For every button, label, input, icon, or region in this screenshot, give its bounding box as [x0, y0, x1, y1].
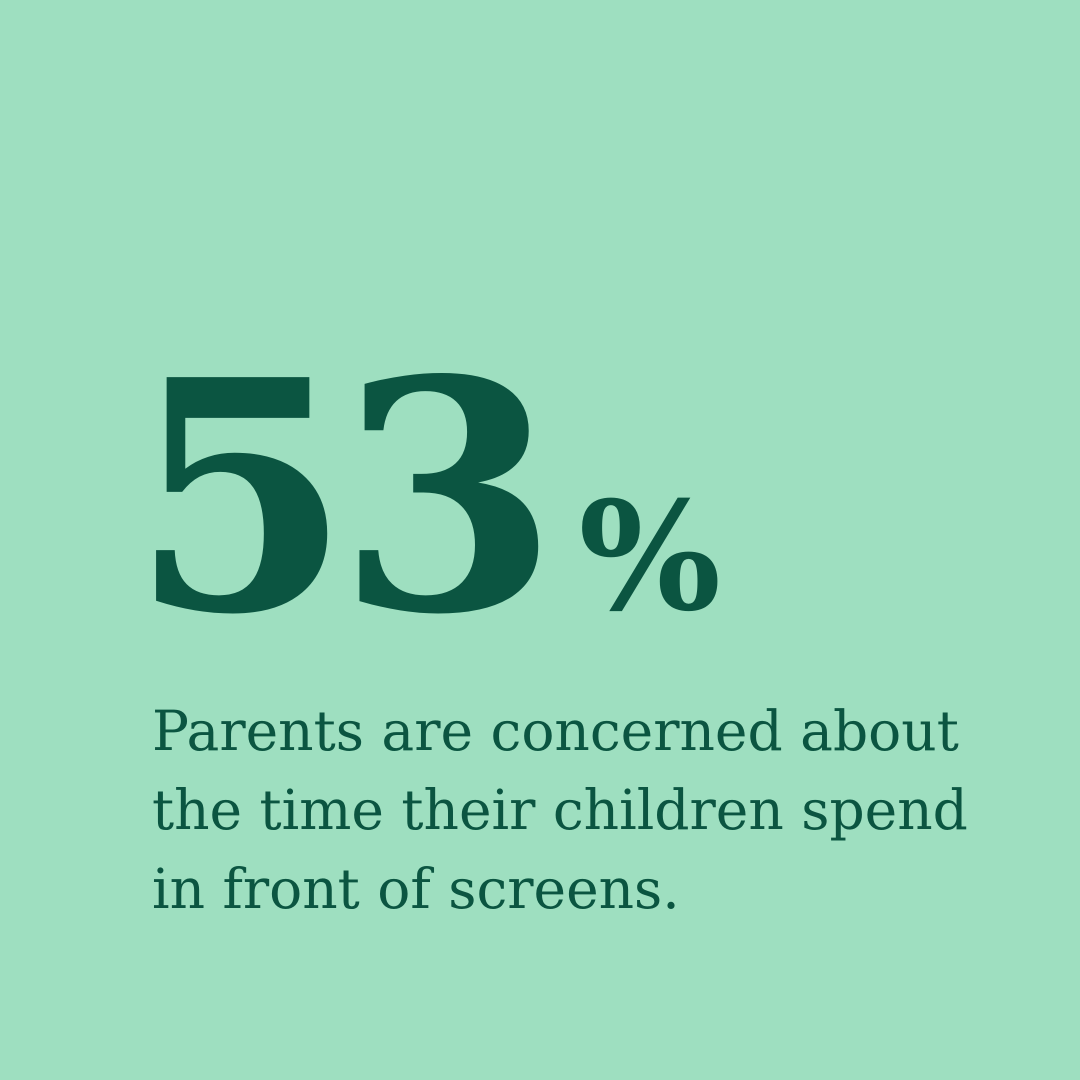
- stat-description: Parents are concerned about the time the…: [152, 699, 968, 922]
- percent-sign: %: [578, 469, 722, 645]
- stat-value: 53: [130, 310, 559, 684]
- stat-headline: 53 %: [130, 338, 721, 656]
